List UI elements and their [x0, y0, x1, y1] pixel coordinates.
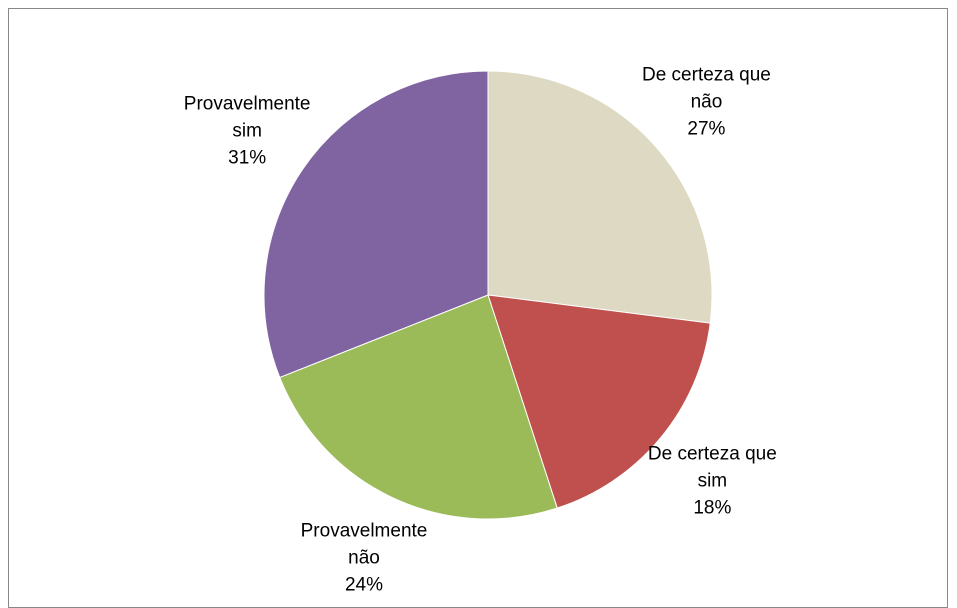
- data-label: Provavelmente não 24%: [289, 518, 439, 599]
- category-label: De certeza que sim: [647, 443, 777, 492]
- chart: [263, 70, 713, 520]
- page: (() => { const data = JSON.parse(documen…: [8, 8, 948, 608]
- pie-slice: [279, 294, 558, 520]
- value-label: 31%: [228, 147, 267, 169]
- value-label: 24%: [344, 574, 384, 596]
- pie-slice: [487, 294, 711, 509]
- value-label: 27%: [687, 118, 726, 140]
- pie-slice: [487, 70, 713, 324]
- category-label: De certeza que não: [641, 64, 771, 113]
- category-label: Provavelmente sim: [183, 93, 311, 142]
- category-label: Provavelmente não: [300, 520, 428, 569]
- data-label: De certeza que não 27%: [631, 62, 781, 143]
- data-label: Provavelmente sim 31%: [172, 91, 322, 172]
- pie-slice: [263, 70, 489, 379]
- data-label: De certeza que sim 18%: [637, 440, 787, 521]
- value-label: 18%: [693, 497, 732, 519]
